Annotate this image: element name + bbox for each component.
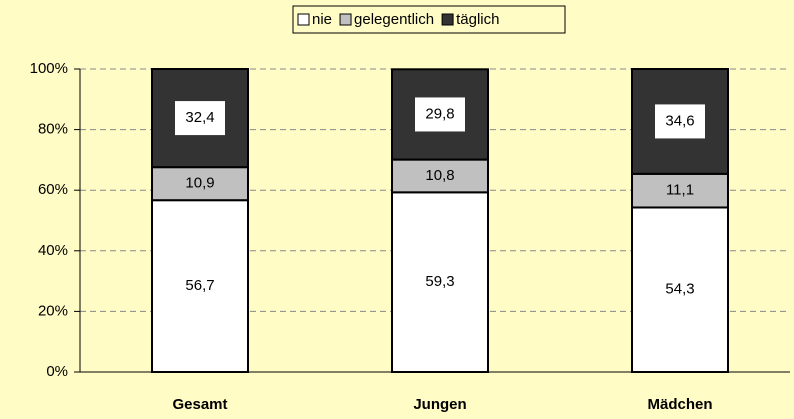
legend-swatch bbox=[339, 13, 352, 26]
value-label: 11,1 bbox=[666, 182, 694, 199]
legend-label: gelegentlich bbox=[354, 11, 434, 28]
bar-segment bbox=[151, 166, 249, 202]
value-label: 54,3 bbox=[665, 281, 694, 298]
bar-segment bbox=[391, 191, 489, 373]
legend-label: täglich bbox=[456, 11, 499, 28]
bar-segment bbox=[631, 172, 729, 209]
value-label: 56,7 bbox=[185, 277, 214, 294]
y-tick-label: 60% bbox=[38, 181, 68, 198]
value-label: 32,4 bbox=[185, 109, 214, 126]
value-label-box bbox=[655, 104, 705, 139]
value-label: 59,3 bbox=[425, 273, 454, 290]
value-label-box bbox=[175, 101, 225, 136]
bar-segment bbox=[631, 68, 729, 175]
bar-segment bbox=[391, 158, 489, 194]
y-tick-label: 0% bbox=[46, 363, 68, 380]
value-label: 10,8 bbox=[425, 167, 454, 184]
value-label: 29,8 bbox=[425, 105, 454, 122]
legend-swatch bbox=[297, 13, 310, 26]
y-tick-label: 20% bbox=[38, 302, 68, 319]
bar-segment bbox=[151, 199, 249, 373]
legend-box bbox=[292, 5, 566, 34]
x-tick-label: Mädchen bbox=[647, 396, 712, 413]
legend-swatch bbox=[441, 13, 454, 26]
x-tick-label: Jungen bbox=[413, 396, 466, 413]
bar-segment bbox=[631, 206, 729, 373]
legend-label: nie bbox=[312, 11, 332, 28]
y-tick-label: 40% bbox=[38, 242, 68, 259]
value-label-box bbox=[415, 97, 465, 132]
y-tick-label: 100% bbox=[30, 60, 68, 77]
value-label: 34,6 bbox=[665, 112, 694, 129]
value-label: 10,9 bbox=[185, 175, 214, 192]
y-tick-label: 80% bbox=[38, 121, 68, 138]
x-tick-label: Gesamt bbox=[172, 396, 227, 413]
